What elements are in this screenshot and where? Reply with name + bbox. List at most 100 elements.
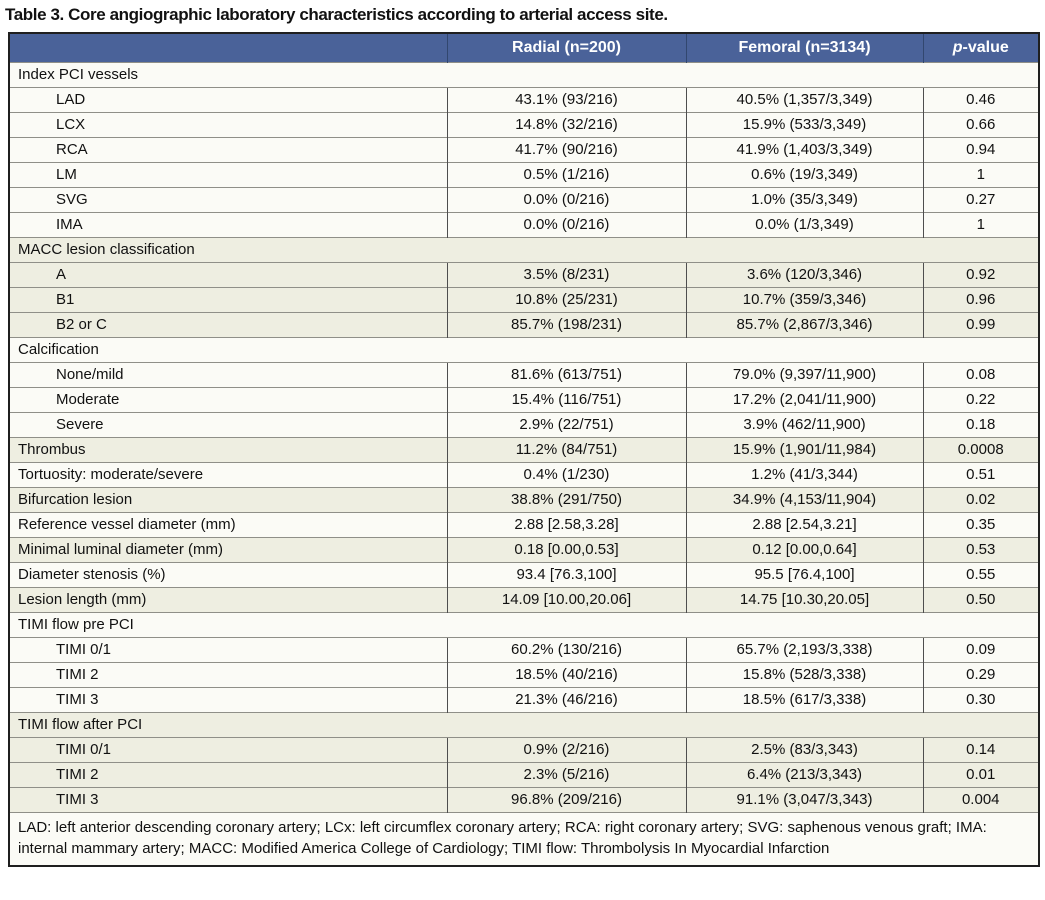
p-value: 0.27 — [922, 186, 1039, 212]
p-value: 0.55 — [922, 561, 1039, 587]
table-row: Severe 2.9% (22/751) 3.9% (462/11,900) 0.18 — [9, 411, 1039, 437]
radial-value: 14.09 [10.00,20.06] — [446, 586, 686, 612]
row-label: Reference vessel diameter (mm) — [9, 511, 447, 537]
table-row: Bifurcation lesion 38.8% (291/750) 34.9% (… — [9, 486, 1039, 512]
p-value: 0.08 — [922, 361, 1039, 387]
femoral-value: 0.6% (19/3,349) — [685, 161, 923, 187]
femoral-value: 15.9% (533/3,349) — [685, 111, 923, 137]
table-body: Index PCI vessels LAD 43.1% (93/216) 40.5% … — [9, 61, 1039, 812]
p-value: 0.30 — [922, 686, 1039, 712]
row-label: RCA — [9, 136, 447, 162]
row-label: A — [9, 261, 447, 287]
pvalue-rest: -value — [962, 38, 1009, 56]
footnote-row: LAD: left anterior descending coronary a… — [9, 811, 1039, 866]
table-row: TIMI 2 2.3% (5/216) 6.4% (213/3,343) 0.01 — [9, 761, 1039, 787]
radial-value: 43.1% (93/216) — [446, 86, 686, 112]
section-row: TIMI flow pre PCI — [9, 611, 1039, 637]
header-radial: Radial (n=200) — [446, 33, 686, 62]
header-pvalue: p-value — [922, 33, 1039, 62]
radial-value: 0.0% (0/216) — [446, 186, 686, 212]
row-label: LAD — [9, 86, 447, 112]
row-label: IMA — [9, 211, 447, 237]
p-value: 0.53 — [922, 536, 1039, 562]
row-label: SVG — [9, 186, 447, 212]
p-value: 0.01 — [922, 761, 1039, 787]
section-row: MACC lesion classification — [9, 236, 1039, 262]
table-row: IMA 0.0% (0/216) 0.0% (1/3,349) 1 — [9, 211, 1039, 237]
femoral-value: 91.1% (3,047/3,343) — [685, 786, 923, 812]
footnote: LAD: left anterior descending coronary a… — [9, 811, 1039, 866]
table-title: Table 3. Core angiographic laboratory ch… — [5, 5, 668, 24]
femoral-value: 6.4% (213/3,343) — [685, 761, 923, 787]
femoral-value: 40.5% (1,357/3,349) — [685, 86, 923, 112]
row-label: TIMI 2 — [9, 661, 447, 687]
table-row: Minimal luminal diameter (mm) 0.18 [0.00,… — [9, 536, 1039, 562]
p-value: 0.94 — [922, 136, 1039, 162]
femoral-value: 85.7% (2,867/3,346) — [685, 311, 923, 337]
table-row: Tortuosity: moderate/severe 0.4% (1/230) 1… — [9, 461, 1039, 487]
p-value: 0.14 — [922, 736, 1039, 762]
table-row: B1 10.8% (25/231) 10.7% (359/3,346) 0.96 — [9, 286, 1039, 312]
row-label: Diameter stenosis (%) — [9, 561, 447, 587]
radial-value: 0.5% (1/216) — [446, 161, 686, 187]
p-value: 0.50 — [922, 586, 1039, 612]
femoral-value: 1.0% (35/3,349) — [685, 186, 923, 212]
angiographic-characteristics-table: Radial (n=200) Femoral (n=3134) p-value … — [8, 32, 1040, 867]
table-row: A 3.5% (8/231) 3.6% (120/3,346) 0.92 — [9, 261, 1039, 287]
femoral-value: 10.7% (359/3,346) — [685, 286, 923, 312]
femoral-value: 2.88 [2.54,3.21] — [685, 511, 923, 537]
femoral-value: 34.9% (4,153/11,904) — [685, 486, 923, 512]
femoral-value: 17.2% (2,041/11,900) — [685, 386, 923, 412]
femoral-value: 0.12 [0.00,0.64] — [685, 536, 923, 562]
p-value: 0.09 — [922, 636, 1039, 662]
p-value: 0.29 — [922, 661, 1039, 687]
row-label: Severe — [9, 411, 447, 437]
table-row: Reference vessel diameter (mm) 2.88 [2.58… — [9, 511, 1039, 537]
row-label: Moderate — [9, 386, 447, 412]
section-row: TIMI flow after PCI — [9, 711, 1039, 737]
radial-value: 96.8% (209/216) — [446, 786, 686, 812]
p-value: 0.22 — [922, 386, 1039, 412]
p-value: 0.51 — [922, 461, 1039, 487]
radial-value: 38.8% (291/750) — [446, 486, 686, 512]
row-label: TIMI 2 — [9, 761, 447, 787]
table-row: LM 0.5% (1/216) 0.6% (19/3,349) 1 — [9, 161, 1039, 187]
p-value: 1 — [922, 161, 1039, 187]
header-blank-cell — [9, 33, 447, 62]
table-row: LAD 43.1% (93/216) 40.5% (1,357/3,349) 0.46 — [9, 86, 1039, 112]
radial-value: 0.4% (1/230) — [446, 461, 686, 487]
femoral-value: 79.0% (9,397/11,900) — [685, 361, 923, 387]
section-row: Calcification — [9, 336, 1039, 362]
row-label: LM — [9, 161, 447, 187]
section-label: MACC lesion classification — [9, 236, 1039, 262]
radial-value: 15.4% (116/751) — [446, 386, 686, 412]
row-label: Lesion length (mm) — [9, 586, 447, 612]
p-value: 0.92 — [922, 261, 1039, 287]
radial-value: 0.9% (2/216) — [446, 736, 686, 762]
radial-value: 93.4 [76.3,100] — [446, 561, 686, 587]
radial-value: 3.5% (8/231) — [446, 261, 686, 287]
row-label: TIMI 0/1 — [9, 736, 447, 762]
p-value: 0.02 — [922, 486, 1039, 512]
p-value: 0.004 — [922, 786, 1039, 812]
radial-value: 2.88 [2.58,3.28] — [446, 511, 686, 537]
p-value: 0.46 — [922, 86, 1039, 112]
radial-value: 60.2% (130/216) — [446, 636, 686, 662]
table-row: SVG 0.0% (0/216) 1.0% (35/3,349) 0.27 — [9, 186, 1039, 212]
p-value: 0.0008 — [922, 436, 1039, 462]
femoral-value: 14.75 [10.30,20.05] — [685, 586, 923, 612]
radial-value: 18.5% (40/216) — [446, 661, 686, 687]
femoral-value: 15.8% (528/3,338) — [685, 661, 923, 687]
femoral-value: 18.5% (617/3,338) — [685, 686, 923, 712]
femoral-value: 3.6% (120/3,346) — [685, 261, 923, 287]
radial-value: 2.9% (22/751) — [446, 411, 686, 437]
femoral-value: 1.2% (41/3,344) — [685, 461, 923, 487]
header-femoral: Femoral (n=3134) — [685, 33, 923, 62]
table-row: Lesion length (mm) 14.09 [10.00,20.06] 14.… — [9, 586, 1039, 612]
radial-value: 10.8% (25/231) — [446, 286, 686, 312]
femoral-value: 2.5% (83/3,343) — [685, 736, 923, 762]
row-label: Tortuosity: moderate/severe — [9, 461, 447, 487]
radial-value: 14.8% (32/216) — [446, 111, 686, 137]
section-row: Index PCI vessels — [9, 61, 1039, 87]
